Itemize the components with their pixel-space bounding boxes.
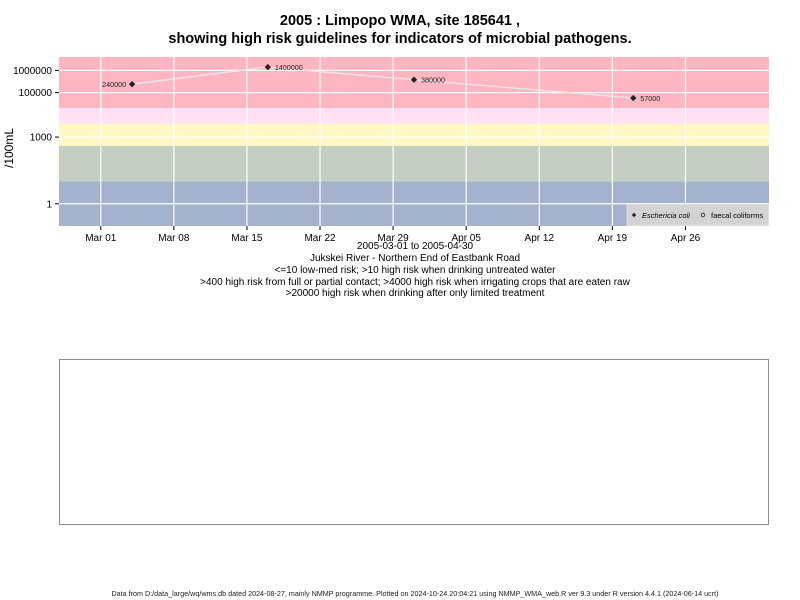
x-tick-label: Apr 26 xyxy=(671,233,701,244)
date-range-caption: 2005-03-01 to 2005-04-30 xyxy=(356,241,474,252)
y-tick-label: 100000 xyxy=(19,88,53,99)
footer-note: Data from D:/data_large/wq/wms.db dated … xyxy=(111,589,719,598)
empty-plot-panel xyxy=(59,359,769,525)
guideline-line-2: >400 high risk from full or partial cont… xyxy=(200,277,630,288)
axes: Mar 01 Mar 08 Mar 15 Mar 22 Mar 29 Apr 05 Apr … xyxy=(13,66,701,244)
legend-box xyxy=(626,203,770,227)
y-axis-label: /100mL xyxy=(2,128,16,168)
data-label: 380000 xyxy=(421,76,445,85)
series-line xyxy=(132,66,634,99)
legend-entry: Eschericia coli xyxy=(642,211,690,220)
guideline-line-3: >20000 high risk when drinking after onl… xyxy=(285,288,545,299)
data-label: 240000 xyxy=(102,80,126,89)
legend: Eschericia coli faecal coliforms xyxy=(626,203,770,227)
y-tick-label: 1000 xyxy=(30,133,53,144)
data-point xyxy=(410,76,418,83)
y-tick-label: 1000000 xyxy=(13,66,52,77)
x-tick-label: Mar 29 xyxy=(378,233,410,244)
series-lines xyxy=(132,66,634,99)
x-tick-label: Mar 22 xyxy=(304,233,336,244)
risk-band xyxy=(59,123,769,146)
y-tick-label: 1 xyxy=(46,199,52,210)
data-point xyxy=(128,80,136,88)
x-tick-label: Apr 19 xyxy=(598,233,628,244)
x-tick-label: Mar 15 xyxy=(231,233,263,244)
risk-band xyxy=(59,145,769,182)
legend-marker-circle xyxy=(700,212,706,218)
data-point xyxy=(630,94,637,102)
data-point xyxy=(264,63,272,71)
legend-entry: faecal coliforms xyxy=(711,211,763,220)
data-label: 1400000 xyxy=(275,63,303,72)
x-tick-label: Mar 08 xyxy=(158,233,190,244)
risk-bands xyxy=(59,57,769,226)
risk-band xyxy=(59,108,769,124)
x-tick-label: Apr 12 xyxy=(525,233,555,244)
data-points: 240000 1400000 380000 57000 xyxy=(102,63,660,103)
grid-lines xyxy=(59,57,769,226)
x-tick-label: Apr 05 xyxy=(451,233,481,244)
site-caption: Jukskei River - Northern End of Eastbank… xyxy=(309,253,521,264)
chart-title-line-1: 2005 : Limpopo WMA, site 185641 , xyxy=(279,13,521,29)
chart-title-line-2: showing high risk guidelines for indicat… xyxy=(168,31,632,47)
data-label: 57000 xyxy=(640,94,660,103)
guideline-line-1: <=10 low-med risk; >10 high risk when dr… xyxy=(274,265,556,276)
x-tick-label: Mar 01 xyxy=(85,233,117,244)
legend-marker-diamond xyxy=(631,212,637,218)
